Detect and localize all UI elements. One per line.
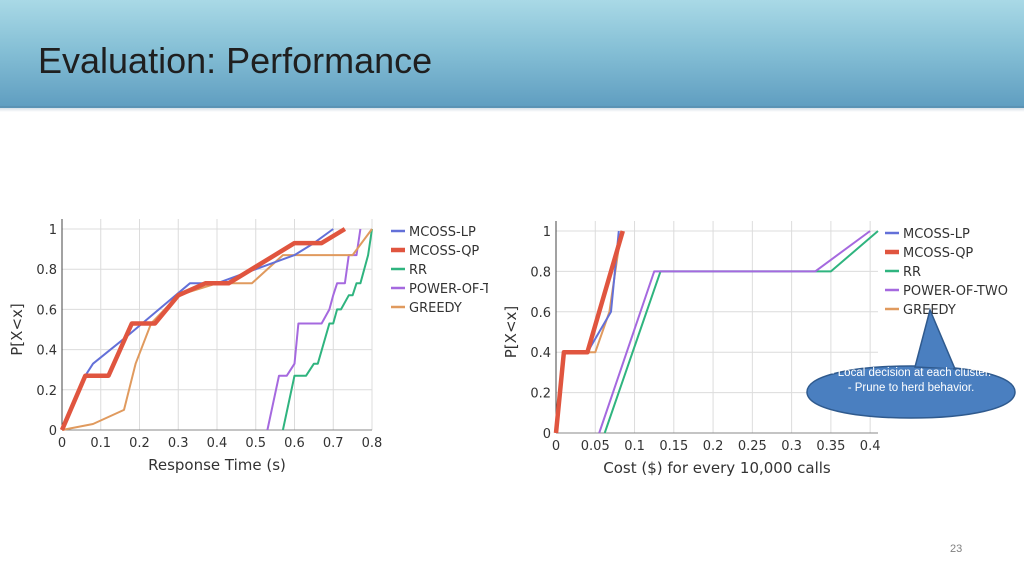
- response-time-chart-ytick-label: 0.4: [36, 344, 57, 359]
- response-time-chart-xtick-label: 0.6: [284, 436, 305, 451]
- response-time-chart-xtick-label: 0.8: [362, 436, 383, 451]
- response-time-chart-series-mcoss-lp: [61, 228, 334, 431]
- cost-chart-ytick-label: 0: [543, 427, 551, 442]
- response-time-chart-legend-label-rr: RR: [409, 263, 427, 278]
- response-time-chart-xtick-label: 0.7: [323, 436, 344, 451]
- cost-chart-x-axis-label: Cost ($) for every 10,000 calls: [603, 459, 831, 477]
- cost-chart-ytick-label: 0.2: [530, 387, 551, 402]
- cost-chart-series-mcoss-qp: [553, 230, 625, 434]
- response-time-chart-ytick-label: 0.6: [36, 303, 57, 318]
- cost-chart-xtick-label: 0.35: [816, 439, 845, 454]
- response-time-chart-xtick-label: 0.5: [245, 436, 266, 451]
- response-time-chart-ytick-label: 0.2: [36, 384, 57, 399]
- response-time-chart-xtick-label: 0.3: [168, 436, 189, 451]
- cost-chart-ytick-label: 1: [543, 225, 551, 240]
- response-time-chart-series-lines: [59, 227, 373, 431]
- cost-chart-series-lines: [553, 230, 879, 434]
- response-time-chart-xtick-label: 0.1: [90, 436, 111, 451]
- cost-chart-xtick-label: 0.05: [581, 439, 610, 454]
- response-time-chart-series-power-of-two: [266, 228, 362, 431]
- cost-chart-legend-label-mcoss-lp: MCOSS-LP: [903, 227, 970, 242]
- response-time-chart-xtick-label: 0.4: [207, 436, 228, 451]
- response-time-chart-legend-label-power-of-two: POWER-OF-TWO: [409, 282, 488, 297]
- cost-chart-legend-label-power-of-two: POWER-OF-TWO: [903, 284, 1008, 299]
- response-time-chart-y-axis-label: P[X<x]: [8, 303, 26, 355]
- callout-shape: [806, 365, 1016, 419]
- cost-chart-y-axis-label: P[X<x]: [504, 306, 520, 358]
- response-time-chart-series-mcoss-qp: [59, 227, 347, 431]
- cost-chart-xtick-label: 0.1: [624, 439, 645, 454]
- cost-chart-xtick-label: 0.15: [659, 439, 688, 454]
- callout-line-1: - Local decision at each cluster.: [830, 367, 992, 379]
- title-banner: [0, 0, 1024, 108]
- callout-pointer: [914, 307, 957, 370]
- response-time-chart-legend-label-mcoss-lp: MCOSS-LP: [409, 225, 476, 240]
- response-time-chart-xtick-label: 0: [58, 436, 66, 451]
- page-number: 23: [950, 543, 963, 555]
- cost-chart-legend-label-rr: RR: [903, 265, 921, 280]
- cost-chart-xtick-label: 0.4: [860, 439, 881, 454]
- cost-chart-xtick-label: 0.2: [703, 439, 724, 454]
- callout-text: - Local decision at each cluster. - Prun…: [805, 366, 1017, 396]
- response-time-chart-ytick-label: 0: [49, 424, 57, 439]
- response-time-chart-legend-label-greedy: GREEDY: [409, 301, 462, 316]
- response-time-chart-legend-label-mcoss-qp: MCOSS-QP: [409, 244, 479, 259]
- response-time-chart-ytick-label: 1: [49, 223, 57, 238]
- cost-chart-series-greedy: [555, 230, 623, 434]
- response-time-chart: 0 0.1 0.2 0.3 0.4 0.5 0.6 0.7 0.8 0 0.2 0.4 0.6 0.8 1 R…: [8, 219, 488, 474]
- response-time-chart-x-axis-label: Response Time (s): [148, 456, 286, 474]
- cost-chart-xtick-label: 0.3: [781, 439, 802, 454]
- cost-chart-xtick-label: 0: [552, 439, 560, 454]
- cost-chart-series-power-of-two: [598, 230, 871, 434]
- cost-chart-ytick-label: 0.4: [530, 346, 551, 361]
- cost-chart-ytick-label: 0.6: [530, 306, 551, 321]
- cost-chart-ytick-label: 0.8: [530, 265, 551, 280]
- response-time-chart-grid: [61, 219, 373, 431]
- response-time-chart-legend: MCOSS-LP MCOSS-QP RR POWER-OF-TWO GREEDY: [391, 225, 488, 316]
- response-time-chart-series-rr: [281, 228, 373, 431]
- response-time-chart-ytick-label: 0.8: [36, 263, 57, 278]
- callout-line-2: - Prune to herd behavior.: [847, 382, 975, 394]
- callout-bubble: [806, 307, 1016, 419]
- cost-chart-legend-label-mcoss-qp: MCOSS-QP: [903, 246, 973, 261]
- title-banner-shadow: [0, 106, 1024, 112]
- cost-chart-xtick-label: 0.25: [738, 439, 767, 454]
- response-time-chart-xtick-label: 0.2: [129, 436, 150, 451]
- slide-title: Evaluation: Performance: [38, 40, 433, 81]
